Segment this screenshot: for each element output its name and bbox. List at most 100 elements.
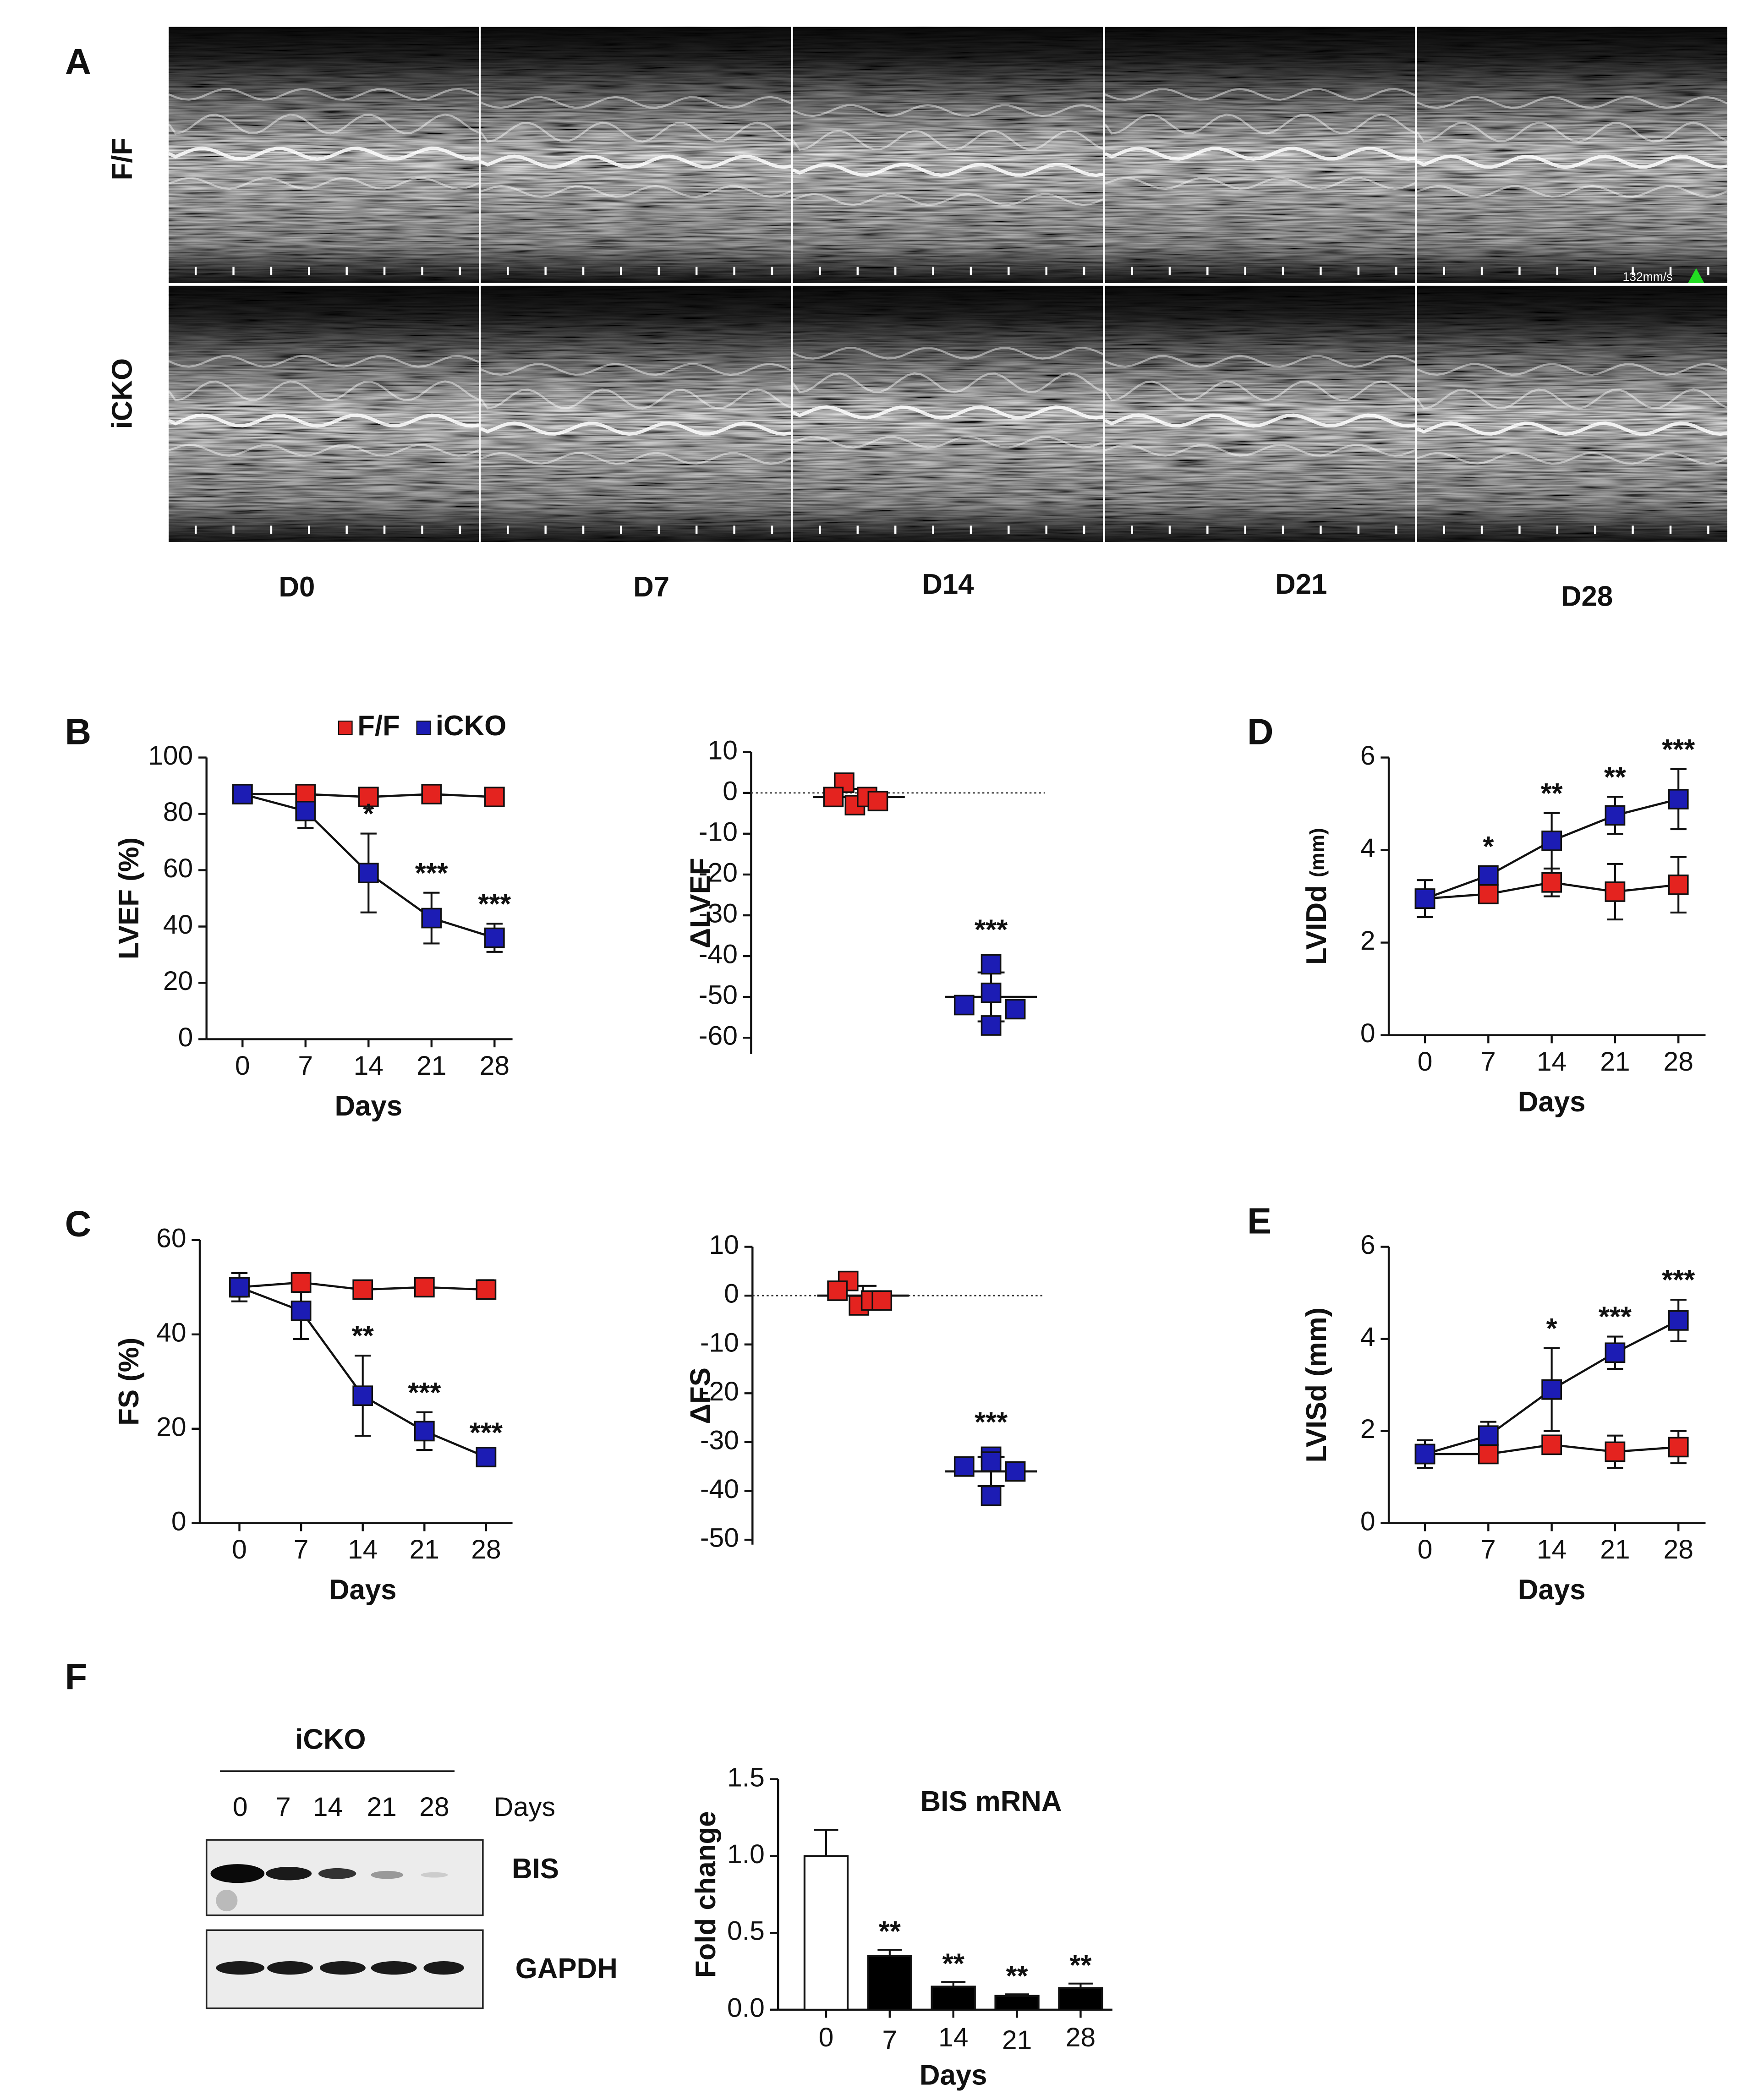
y-tick-label: -40 [700, 1474, 739, 1504]
echo-shade [481, 285, 791, 542]
significance-label: ** [352, 1320, 374, 1352]
point [352, 1385, 373, 1406]
y-axis-label: LVISd (mm) [1301, 1307, 1332, 1463]
point [352, 1279, 373, 1300]
echo-wall [1104, 380, 1416, 402]
y-tick-label: 10 [708, 735, 738, 765]
echo-wall [792, 104, 1104, 117]
point [1005, 1461, 1026, 1482]
echo-wall [168, 113, 479, 135]
point [1005, 999, 1026, 1020]
echo-wall [480, 452, 792, 465]
legend-label: F/F [357, 710, 400, 742]
echo-shade [793, 27, 1103, 283]
band [319, 1961, 366, 1975]
x-tick-label: 14 [1537, 1047, 1567, 1077]
y-tick-label: -40 [699, 940, 738, 969]
echo-shade [169, 27, 479, 283]
echo-wall [480, 121, 792, 143]
echo-wall [792, 405, 1103, 420]
column-label: D14 [922, 569, 974, 600]
row-label: F/F [107, 138, 138, 180]
echo-wall [1417, 452, 1728, 465]
point [358, 787, 379, 807]
point [1541, 1434, 1562, 1455]
y-tick-label: -10 [699, 817, 738, 847]
y-tick-label: 80 [163, 797, 193, 827]
y-tick-label: 60 [156, 1223, 186, 1253]
x-tick-label: 0 [235, 1051, 250, 1081]
y-axis-label-main: Fold change [690, 1811, 722, 1978]
y-tick-label: 4 [1360, 833, 1375, 863]
column-label: D0 [279, 571, 315, 603]
bar [1058, 1987, 1103, 2011]
point [290, 1272, 312, 1293]
significance-label: *** [975, 914, 1008, 946]
point [823, 787, 844, 808]
panel-letter: C [65, 1203, 91, 1244]
point [1668, 1437, 1689, 1458]
echo-shade [1105, 27, 1415, 283]
point [1668, 789, 1689, 809]
y-axis-label-main: ΔFS [685, 1367, 717, 1424]
x-tick-label: 7 [882, 2025, 897, 2055]
echo-wall [792, 436, 1104, 449]
panel-letter: A [65, 41, 91, 82]
point [476, 1447, 497, 1467]
bar [994, 1995, 1040, 2011]
significance-label: *** [1599, 1302, 1632, 1333]
echo-wall [1104, 113, 1416, 135]
x-tick-label: 21 [1002, 2025, 1032, 2055]
y-tick-label: -30 [699, 899, 738, 929]
y-tick-label: 2 [1360, 1414, 1375, 1444]
echo-wall [168, 146, 479, 161]
y-tick-label: 0 [178, 1023, 193, 1052]
echo-wall [168, 88, 479, 101]
echo-shade [481, 27, 791, 283]
x-tick-label: 0 [1418, 1047, 1433, 1077]
y-tick-label: 0 [171, 1506, 186, 1536]
echo-wall [1104, 413, 1415, 428]
bar [931, 1985, 976, 2011]
point [484, 927, 505, 948]
band [423, 1961, 464, 1975]
lane-label: 0 [233, 1792, 248, 1822]
y-tick-label: -50 [699, 980, 738, 1010]
significance-label: *** [478, 888, 511, 920]
point [484, 787, 505, 807]
point [953, 995, 975, 1016]
echo-wall [168, 355, 479, 368]
echo-wall [1416, 154, 1728, 169]
panel-letter: E [1247, 1201, 1271, 1241]
x-tick-label: 7 [294, 1535, 309, 1564]
lane-label: 28 [419, 1792, 449, 1822]
significance-label: *** [1662, 1264, 1695, 1296]
x-tick-label: 0 [819, 2023, 834, 2052]
row-label: iCKO [107, 358, 138, 429]
point [1668, 874, 1689, 895]
point [1478, 884, 1499, 904]
chart: 10 0 -10 -20 -30 -40 -50 -60 ΔLVEF *** [685, 735, 1045, 1054]
band [371, 1961, 417, 1975]
y-axis-label-main: ΔLVEF [685, 858, 717, 948]
echo-wall [792, 193, 1104, 206]
point [1605, 881, 1626, 902]
echo-wall [1416, 121, 1728, 143]
y-tick-label: 40 [163, 910, 193, 940]
echo-shade [1105, 285, 1415, 542]
point [981, 954, 1002, 975]
y-axis-label-unit: (mm) [1306, 828, 1329, 877]
point [1478, 865, 1499, 886]
column-label: D7 [633, 571, 669, 603]
blot-group: iCKO [295, 1724, 366, 1755]
x-tick-label: 28 [1663, 1535, 1693, 1564]
y-axis-label-space [1301, 877, 1332, 885]
y-axis-label: LVEF (%) [113, 837, 145, 959]
echo-wall [168, 413, 479, 428]
x-axis-label: Days [329, 1574, 397, 1606]
y-tick-label: -20 [699, 858, 738, 887]
significance-label: *** [1662, 734, 1695, 766]
legend-swatch [416, 720, 431, 735]
echo-wall [480, 421, 791, 436]
